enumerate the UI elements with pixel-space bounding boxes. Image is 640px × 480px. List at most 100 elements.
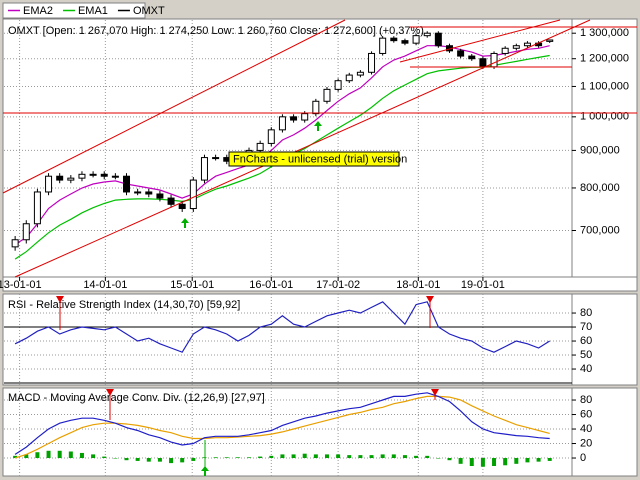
candle-body [401,40,409,44]
histogram-bar [24,454,29,459]
histogram-bar [169,458,174,464]
histogram-bar [202,457,207,459]
histogram-bar [492,458,497,466]
x-tick-label: 18-01-01 [396,279,440,291]
histogram-bar [358,455,363,459]
candle-body [290,116,298,121]
candle-body [156,193,164,199]
x-tick-label: 16-01-01 [249,279,293,291]
candle-body [212,157,220,160]
y-tick-label: 50 [580,349,592,361]
sell-marker [56,296,64,303]
histogram-bar [291,454,296,459]
histogram-bar [135,458,140,461]
candle-body [111,175,119,178]
macd-line [14,395,550,459]
candle-body [423,32,431,37]
histogram-bar [547,458,552,461]
histogram-bar [514,458,519,464]
panel-title: OMXT [Open: 1 267,070 High: 1 274,250 Lo… [8,25,424,37]
histogram-bar [68,451,73,459]
y-tick-label: 0 [580,452,586,464]
candle-body [523,42,531,47]
candle-body [323,88,331,102]
candle-body [178,203,186,210]
histogram-bar [46,450,51,459]
histogram-bar [447,458,452,461]
candle-body [479,58,487,68]
candle-body [167,197,175,205]
candle-body [145,191,153,195]
candle-body [123,175,131,193]
candle-body [512,45,520,49]
trend-line [2,19,346,194]
legend-label: OMXT [133,5,165,17]
candle-body [134,191,142,194]
histogram-bar [402,455,407,459]
candle-body [78,173,86,179]
panel-title: MACD - Moving Average Conv. Div. (12,26,… [8,392,265,404]
candle-body [256,142,264,151]
histogram-bar [369,455,374,459]
histogram-bar [269,455,274,459]
y-tick-label: 1 000,000 [580,111,629,123]
candle-body [100,173,108,177]
histogram-bar [391,454,396,459]
candle-body [301,113,309,121]
histogram-bar [258,456,263,459]
histogram-bar [157,458,162,462]
candle-body [379,37,387,54]
candle-body [11,239,19,248]
y-tick-label: 1 100,000 [580,80,629,92]
y-tick-label: 40 [580,423,592,435]
histogram-bar [146,458,151,462]
watermark: FnCharts - unlicensed (trial) version [233,153,407,165]
x-tick-label: 19-01-01 [461,279,505,291]
candle-body [412,35,420,44]
y-tick-label: 20 [580,437,592,449]
candle-body [457,50,465,57]
histogram-bar [191,458,196,461]
histogram-bar [436,458,441,459]
macd-panel [2,387,638,477]
candle-body [200,157,208,181]
watermark-box [228,151,400,167]
candle-body [33,191,41,225]
histogram-bar [324,454,329,459]
histogram-bar [503,458,508,466]
histogram-bar [280,454,285,459]
histogram-bar [35,452,40,459]
trend-line [14,19,591,278]
candle-body [434,32,442,47]
candle-body [22,223,30,241]
candle-body [468,55,476,60]
histogram-bar [113,458,118,459]
histogram-bar [469,458,474,466]
candle-body [356,71,364,76]
candle-body [45,175,53,193]
candle-body [267,129,275,144]
x-tick-label: 17-01-02 [316,279,360,291]
candle-body [89,173,97,176]
candle-body [67,177,75,181]
histogram-bar [247,457,252,459]
buy-arrow [314,121,322,131]
y-tick-label: 80 [580,394,592,406]
candle-body [189,179,197,210]
legend-label: EMA1 [78,5,108,17]
y-tick-label: 1 300,000 [580,27,629,39]
histogram-bar [302,453,307,459]
y-tick-label: 70 [580,321,592,333]
candle-body [278,116,286,131]
y-tick-label: 800,000 [580,182,620,194]
x-tick-label: 13-01-01 [0,279,42,291]
histogram-bar [425,455,430,459]
histogram-bar [380,454,385,459]
histogram-bar [13,455,18,459]
sell-marker [426,296,434,303]
histogram-bar [235,457,240,459]
candle-body [312,100,320,115]
rsi-line [14,301,551,353]
histogram-bar [313,454,318,459]
